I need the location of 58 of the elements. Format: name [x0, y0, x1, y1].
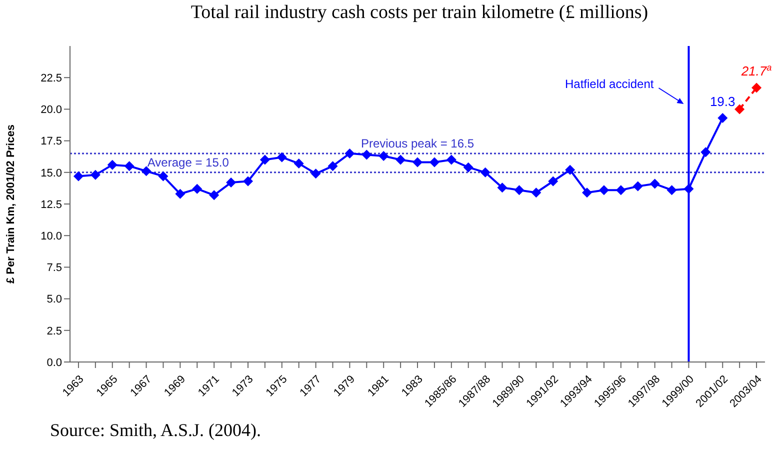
point	[514, 185, 524, 196]
y-tick-label: 2.5	[46, 325, 62, 338]
y-tick-label: 0.0	[46, 356, 62, 369]
point	[310, 168, 321, 179]
point	[582, 188, 592, 198]
point	[616, 185, 626, 196]
y-tick-label: 17.5	[40, 136, 62, 148]
data-label: 19.3	[710, 94, 736, 110]
y-tick-label: 7.5	[46, 262, 62, 274]
ref-line-label: Hatfield accident	[565, 77, 654, 91]
point	[175, 188, 186, 199]
point	[396, 154, 406, 165]
point	[328, 161, 338, 172]
ref-line-label: Previous peak = 16.5	[360, 136, 474, 150]
point	[548, 176, 558, 186]
y-tick-label: 22.5	[40, 72, 62, 85]
ref-line-label: Average = 15.0	[147, 155, 230, 170]
point	[497, 182, 508, 193]
point	[90, 170, 100, 180]
point	[209, 190, 220, 200]
y-tick-label: 5.0	[46, 294, 62, 306]
point	[294, 158, 304, 169]
point	[158, 171, 168, 182]
point	[344, 148, 355, 158]
y-axis-title: £ Per Train Km, 2001/02 Prices	[4, 124, 17, 284]
point	[650, 178, 660, 189]
point	[700, 147, 711, 158]
point	[73, 171, 84, 182]
y-tick-label: 12.5	[40, 198, 62, 211]
point	[124, 161, 134, 172]
source-note: Source: Smith, A.S.J. (2004).	[50, 420, 262, 441]
point	[531, 188, 542, 198]
point	[429, 157, 440, 168]
point	[378, 150, 389, 161]
point	[480, 167, 490, 178]
point	[565, 164, 576, 175]
data-label: 21.7$^{a}$	[740, 62, 772, 79]
y-tick-label: 10.0	[40, 230, 62, 243]
point	[463, 162, 474, 172]
y-tick-label: 15.0	[40, 167, 62, 180]
point	[718, 113, 728, 124]
point	[446, 154, 456, 165]
point	[734, 104, 745, 114]
chart-title: Total rail industry cash costs per train kilometre (£ millions)	[190, 1, 650, 25]
point	[107, 160, 118, 170]
point	[752, 82, 762, 93]
point	[598, 185, 609, 196]
point	[242, 176, 253, 186]
point	[412, 157, 422, 168]
y-tick-label: 20.0	[40, 104, 62, 116]
point	[684, 184, 694, 194]
point	[226, 178, 236, 188]
point	[276, 152, 287, 162]
point	[362, 150, 372, 160]
point	[666, 185, 677, 196]
point	[632, 181, 643, 192]
point	[192, 184, 202, 194]
point	[260, 154, 270, 165]
